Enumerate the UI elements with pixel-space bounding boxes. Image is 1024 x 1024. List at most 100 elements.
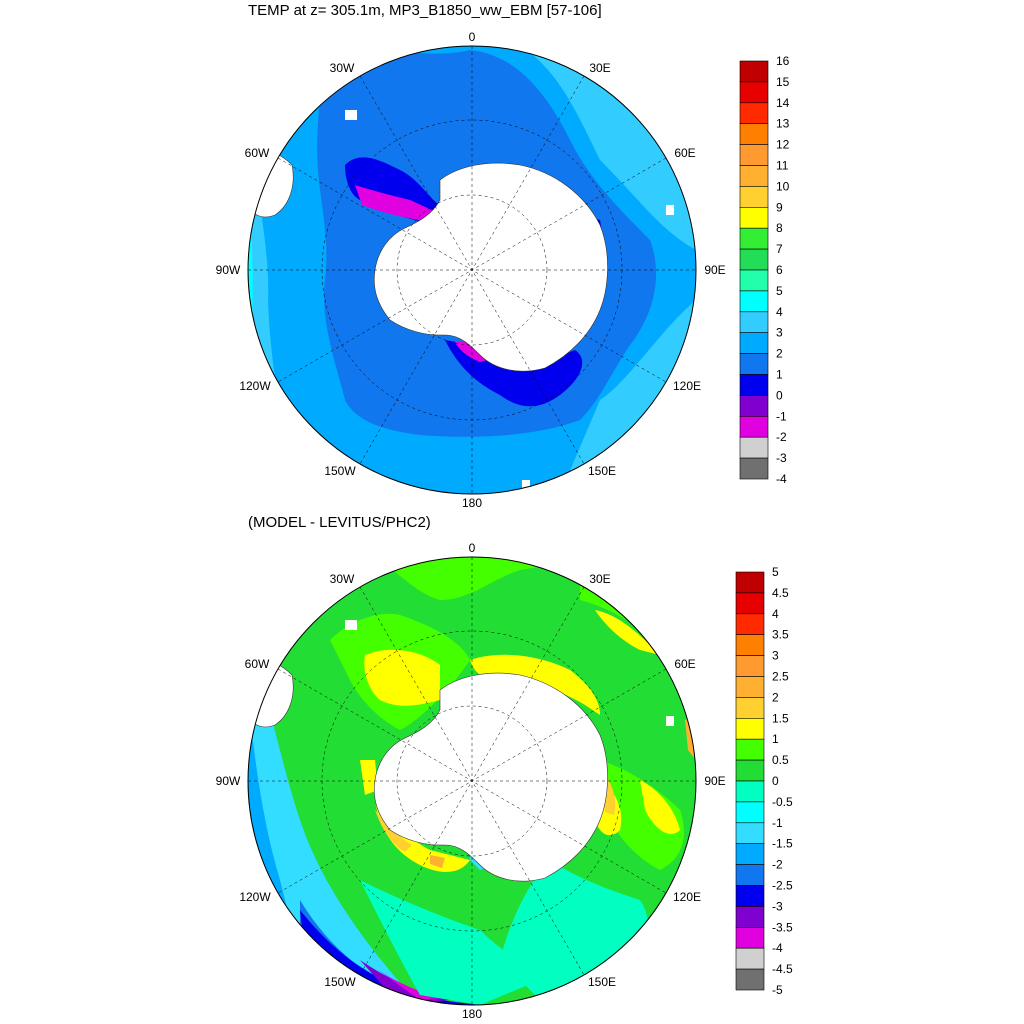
colorbar-swatch bbox=[739, 415, 769, 438]
colorbar-swatch bbox=[739, 248, 769, 271]
colorbar-swatch bbox=[739, 186, 769, 208]
colorbar-swatch bbox=[739, 207, 769, 229]
top-lon-label-30w: 30W bbox=[330, 61, 355, 75]
top-lon-label-90w: 90W bbox=[216, 263, 241, 277]
colorbar-tick-label: -2 bbox=[776, 430, 787, 444]
colorbar-tick-label: 4 bbox=[776, 305, 783, 319]
top-lon-label-60e: 60E bbox=[674, 146, 695, 160]
colorbar-swatch bbox=[735, 926, 765, 949]
colorbar-swatch bbox=[735, 759, 765, 782]
colorbar-tick-label: 8 bbox=[776, 221, 783, 235]
colorbar-tick-label: 14 bbox=[776, 96, 790, 110]
colorbar-tick-label: 13 bbox=[776, 117, 790, 131]
colorbar-swatch bbox=[735, 613, 765, 635]
top-lon-label-60w: 60W bbox=[245, 146, 270, 160]
colorbar-tick-label: 10 bbox=[776, 179, 790, 193]
bottom-panel-title: (MODEL - LEVITUS/PHC2) bbox=[248, 514, 431, 531]
bottom-colorbar: 5 4.5 4 3.5 3 2.5 2 1.5 1 0.5 0 -0.5 -1 -1.5 -2 -2.5 -3 -… bbox=[735, 565, 793, 997]
colorbar-tick-label: 12 bbox=[776, 138, 790, 152]
colorbar-tick-label: -0.5 bbox=[772, 795, 793, 809]
colorbar-tick-label: 1 bbox=[772, 732, 779, 746]
colorbar-swatch bbox=[735, 885, 765, 907]
colorbar-tick-label: -2 bbox=[772, 858, 783, 872]
colorbar-swatch bbox=[735, 864, 765, 886]
colorbar-tick-label: -2.5 bbox=[772, 879, 793, 893]
top-lon-label-30e: 30E bbox=[589, 61, 610, 75]
bottom-lon-label-180: 180 bbox=[462, 1007, 482, 1021]
colorbar-swatch bbox=[735, 843, 765, 865]
colorbar-swatch bbox=[735, 634, 765, 656]
colorbar-swatch bbox=[735, 676, 765, 698]
colorbar-tick-label: -4 bbox=[772, 941, 783, 955]
colorbar-swatch bbox=[735, 655, 765, 677]
colorbar-swatch bbox=[735, 571, 765, 594]
top-lon-label-0: 0 bbox=[469, 30, 476, 44]
colorbar-tick-label: 0 bbox=[776, 388, 783, 402]
colorbar-swatch bbox=[739, 165, 769, 187]
colorbar-tick-label: 3 bbox=[776, 326, 783, 340]
colorbar-tick-label: -5 bbox=[772, 983, 783, 997]
colorbar-swatch bbox=[735, 801, 765, 824]
bottom-lon-label-60w: 60W bbox=[245, 657, 270, 671]
colorbar-swatch bbox=[739, 269, 769, 292]
colorbar-tick-label: -3.5 bbox=[772, 920, 793, 934]
bottom-lon-label-150w: 150W bbox=[324, 975, 356, 989]
colorbar-tick-label: 7 bbox=[776, 242, 783, 256]
top-lon-label-150w: 150W bbox=[324, 464, 356, 478]
top-lon-label-180: 180 bbox=[462, 496, 482, 510]
colorbar-tick-label: -4 bbox=[776, 472, 787, 486]
bottom-lon-label-120e: 120E bbox=[673, 890, 701, 904]
colorbar-swatch bbox=[739, 374, 769, 396]
top-lon-label-120w: 120W bbox=[239, 379, 271, 393]
colorbar-tick-label: -4.5 bbox=[772, 962, 793, 976]
colorbar-swatch bbox=[739, 144, 769, 166]
colorbar-tick-label: 0 bbox=[772, 774, 779, 788]
top-lon-label-90e: 90E bbox=[704, 263, 725, 277]
colorbar-tick-label: 5 bbox=[776, 284, 783, 298]
colorbar-tick-label: -1 bbox=[776, 409, 787, 423]
colorbar-swatch bbox=[739, 332, 769, 354]
colorbar-swatch bbox=[735, 947, 765, 970]
colorbar-tick-label: 6 bbox=[776, 263, 783, 277]
colorbar-tick-label: 3 bbox=[772, 649, 779, 663]
colorbar-swatch bbox=[739, 457, 769, 480]
colorbar-tick-label: 4.5 bbox=[772, 586, 789, 600]
colorbar-tick-label: 2 bbox=[772, 690, 779, 704]
colorbar-swatch bbox=[735, 738, 765, 761]
colorbar-tick-label: 5 bbox=[772, 565, 779, 579]
top-polar-map: 0 30E 60E 90E 120E 150E 180 150W 120W 90… bbox=[216, 30, 726, 510]
colorbar-swatch bbox=[739, 290, 769, 313]
top-lon-label-150e: 150E bbox=[588, 464, 616, 478]
bottom-lon-label-60e: 60E bbox=[674, 657, 695, 671]
bottom-lon-label-0: 0 bbox=[469, 541, 476, 555]
top-lon-label-120e: 120E bbox=[673, 379, 701, 393]
colorbar-swatch bbox=[739, 60, 769, 83]
colorbar-tick-label: 9 bbox=[776, 200, 783, 214]
colorbar-tick-label: -1.5 bbox=[772, 837, 793, 851]
top-panel-title: TEMP at z= 305.1m, MP3_B1850_ww_EBM [57-… bbox=[248, 2, 602, 19]
colorbar-swatch bbox=[739, 311, 769, 333]
colorbar-swatch bbox=[735, 780, 765, 803]
colorbar-swatch bbox=[735, 717, 765, 740]
colorbar-swatch bbox=[739, 436, 769, 459]
colorbar-tick-label: -3 bbox=[772, 899, 783, 913]
colorbar-swatch bbox=[735, 968, 765, 991]
colorbar-tick-label: -3 bbox=[776, 451, 787, 465]
colorbar-swatch bbox=[735, 592, 765, 615]
bottom-lon-label-120w: 120W bbox=[239, 890, 271, 904]
colorbar-swatch bbox=[739, 227, 769, 250]
bottom-lon-label-90w: 90W bbox=[216, 774, 241, 788]
colorbar-swatch bbox=[735, 697, 765, 719]
colorbar-tick-label: 3.5 bbox=[772, 628, 789, 642]
colorbar-tick-label: 15 bbox=[776, 75, 790, 89]
bottom-lon-label-30e: 30E bbox=[589, 572, 610, 586]
colorbar-tick-label: 1.5 bbox=[772, 711, 789, 725]
colorbar-swatch bbox=[739, 395, 769, 417]
colorbar-swatch bbox=[739, 81, 769, 104]
colorbar-tick-label: 11 bbox=[776, 159, 789, 173]
colorbar-tick-label: -1 bbox=[772, 816, 783, 830]
colorbar-swatch bbox=[739, 123, 769, 145]
colorbar-swatch bbox=[735, 822, 765, 844]
